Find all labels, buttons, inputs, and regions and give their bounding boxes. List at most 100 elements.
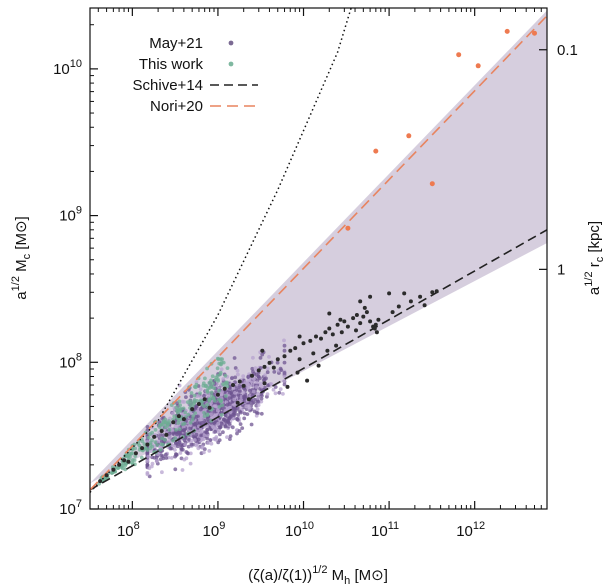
this-work-point	[216, 377, 220, 382]
this-work-point	[201, 383, 206, 388]
x-axis-label-end: ]	[384, 567, 388, 584]
may21-point	[251, 369, 255, 374]
this-work-point	[185, 400, 190, 404]
may21-point	[233, 375, 238, 380]
may21-point	[192, 438, 197, 442]
may21-point	[219, 367, 224, 372]
may21-point	[182, 457, 187, 462]
this-work-point	[219, 360, 224, 365]
x-axis-label: (ζ(a)/ζ(1))1/2 Mh [M⊙]	[248, 564, 388, 587]
y-tick-label: 107	[59, 498, 82, 518]
may21-point	[253, 366, 258, 371]
may21-point	[239, 398, 244, 402]
legend-label: Schive+14	[133, 77, 203, 94]
dark-point	[334, 343, 339, 348]
dark-point	[351, 316, 356, 321]
may21-point	[227, 396, 232, 400]
dark-point	[354, 313, 359, 317]
may21-point	[167, 439, 171, 444]
may21-point	[269, 382, 274, 386]
orange-point	[373, 148, 379, 154]
x-tick-exp: 11	[388, 520, 399, 532]
may21-point	[145, 425, 150, 429]
x-axis-label-post: [M	[350, 567, 371, 584]
x-tick-label: 108	[117, 520, 140, 540]
may21-point	[230, 425, 235, 430]
dark-point	[339, 330, 344, 335]
legend: May+21 This work Schive+14 Nori+20	[133, 35, 258, 115]
may21-point	[180, 399, 185, 404]
may21-point	[236, 372, 240, 377]
orange-point	[504, 28, 510, 34]
may21-point	[255, 407, 260, 411]
this-work-point	[209, 378, 213, 383]
dark-point	[117, 462, 122, 467]
may21-point	[170, 443, 175, 448]
may21-point	[256, 396, 260, 401]
dark-point	[282, 354, 287, 359]
x-tick-label: 1011	[371, 520, 399, 540]
this-work-point	[205, 402, 210, 407]
dark-point	[372, 326, 377, 331]
dark-point	[368, 294, 373, 299]
y-axis-label-end: ]	[13, 216, 30, 220]
dark-point	[342, 319, 347, 324]
dark-point	[345, 324, 350, 329]
may21-point	[282, 343, 287, 348]
this-work-point	[132, 458, 137, 462]
may21-point	[208, 438, 213, 442]
may21-point	[160, 470, 164, 475]
dark-point	[222, 386, 227, 391]
may21-point	[218, 425, 223, 430]
may21-point	[202, 433, 207, 438]
may21-point	[202, 393, 206, 398]
x-tick-exp: 8	[134, 520, 140, 532]
may21-point	[250, 401, 255, 405]
orange-point	[345, 225, 351, 231]
may21-point	[173, 448, 177, 452]
may21-point	[216, 440, 221, 445]
dark-point	[122, 458, 127, 463]
this-work-point	[148, 432, 152, 436]
y-tick-base: 10	[59, 354, 76, 371]
this-work-point	[153, 440, 158, 444]
dark-point	[319, 336, 323, 341]
this-work-point	[167, 419, 171, 423]
may21-point	[174, 453, 179, 457]
this-work-point	[176, 421, 181, 425]
this-work-point	[172, 414, 177, 419]
this-work-point	[205, 412, 210, 417]
may21-point	[282, 338, 286, 343]
dark-point	[262, 381, 267, 386]
may21-point	[185, 451, 190, 455]
dark-point	[159, 429, 164, 433]
this-work-point	[143, 446, 148, 450]
may21-point	[254, 380, 259, 385]
dark-point	[288, 348, 293, 353]
dark-point	[267, 360, 272, 365]
dark-point	[250, 373, 254, 378]
may21-point	[233, 366, 238, 370]
may21-point	[198, 407, 203, 412]
dark-point	[368, 319, 373, 324]
dark-point	[358, 321, 363, 326]
model-band	[90, 10, 547, 484]
dark-point	[358, 299, 363, 304]
may21-point	[282, 374, 287, 379]
this-work-point	[171, 438, 176, 443]
may21-point	[230, 376, 234, 381]
may21-point	[223, 424, 228, 429]
dark-point	[235, 400, 240, 405]
this-work-point	[198, 391, 202, 396]
dark-point	[275, 357, 280, 362]
may21-point	[248, 388, 252, 393]
this-work-point	[211, 381, 215, 386]
dark-point	[434, 289, 439, 294]
orange-point	[532, 30, 537, 36]
may21-point	[169, 456, 174, 460]
may21-point	[260, 393, 264, 398]
may21-point	[237, 409, 242, 414]
dark-point	[376, 317, 381, 322]
dark-point	[314, 334, 318, 339]
